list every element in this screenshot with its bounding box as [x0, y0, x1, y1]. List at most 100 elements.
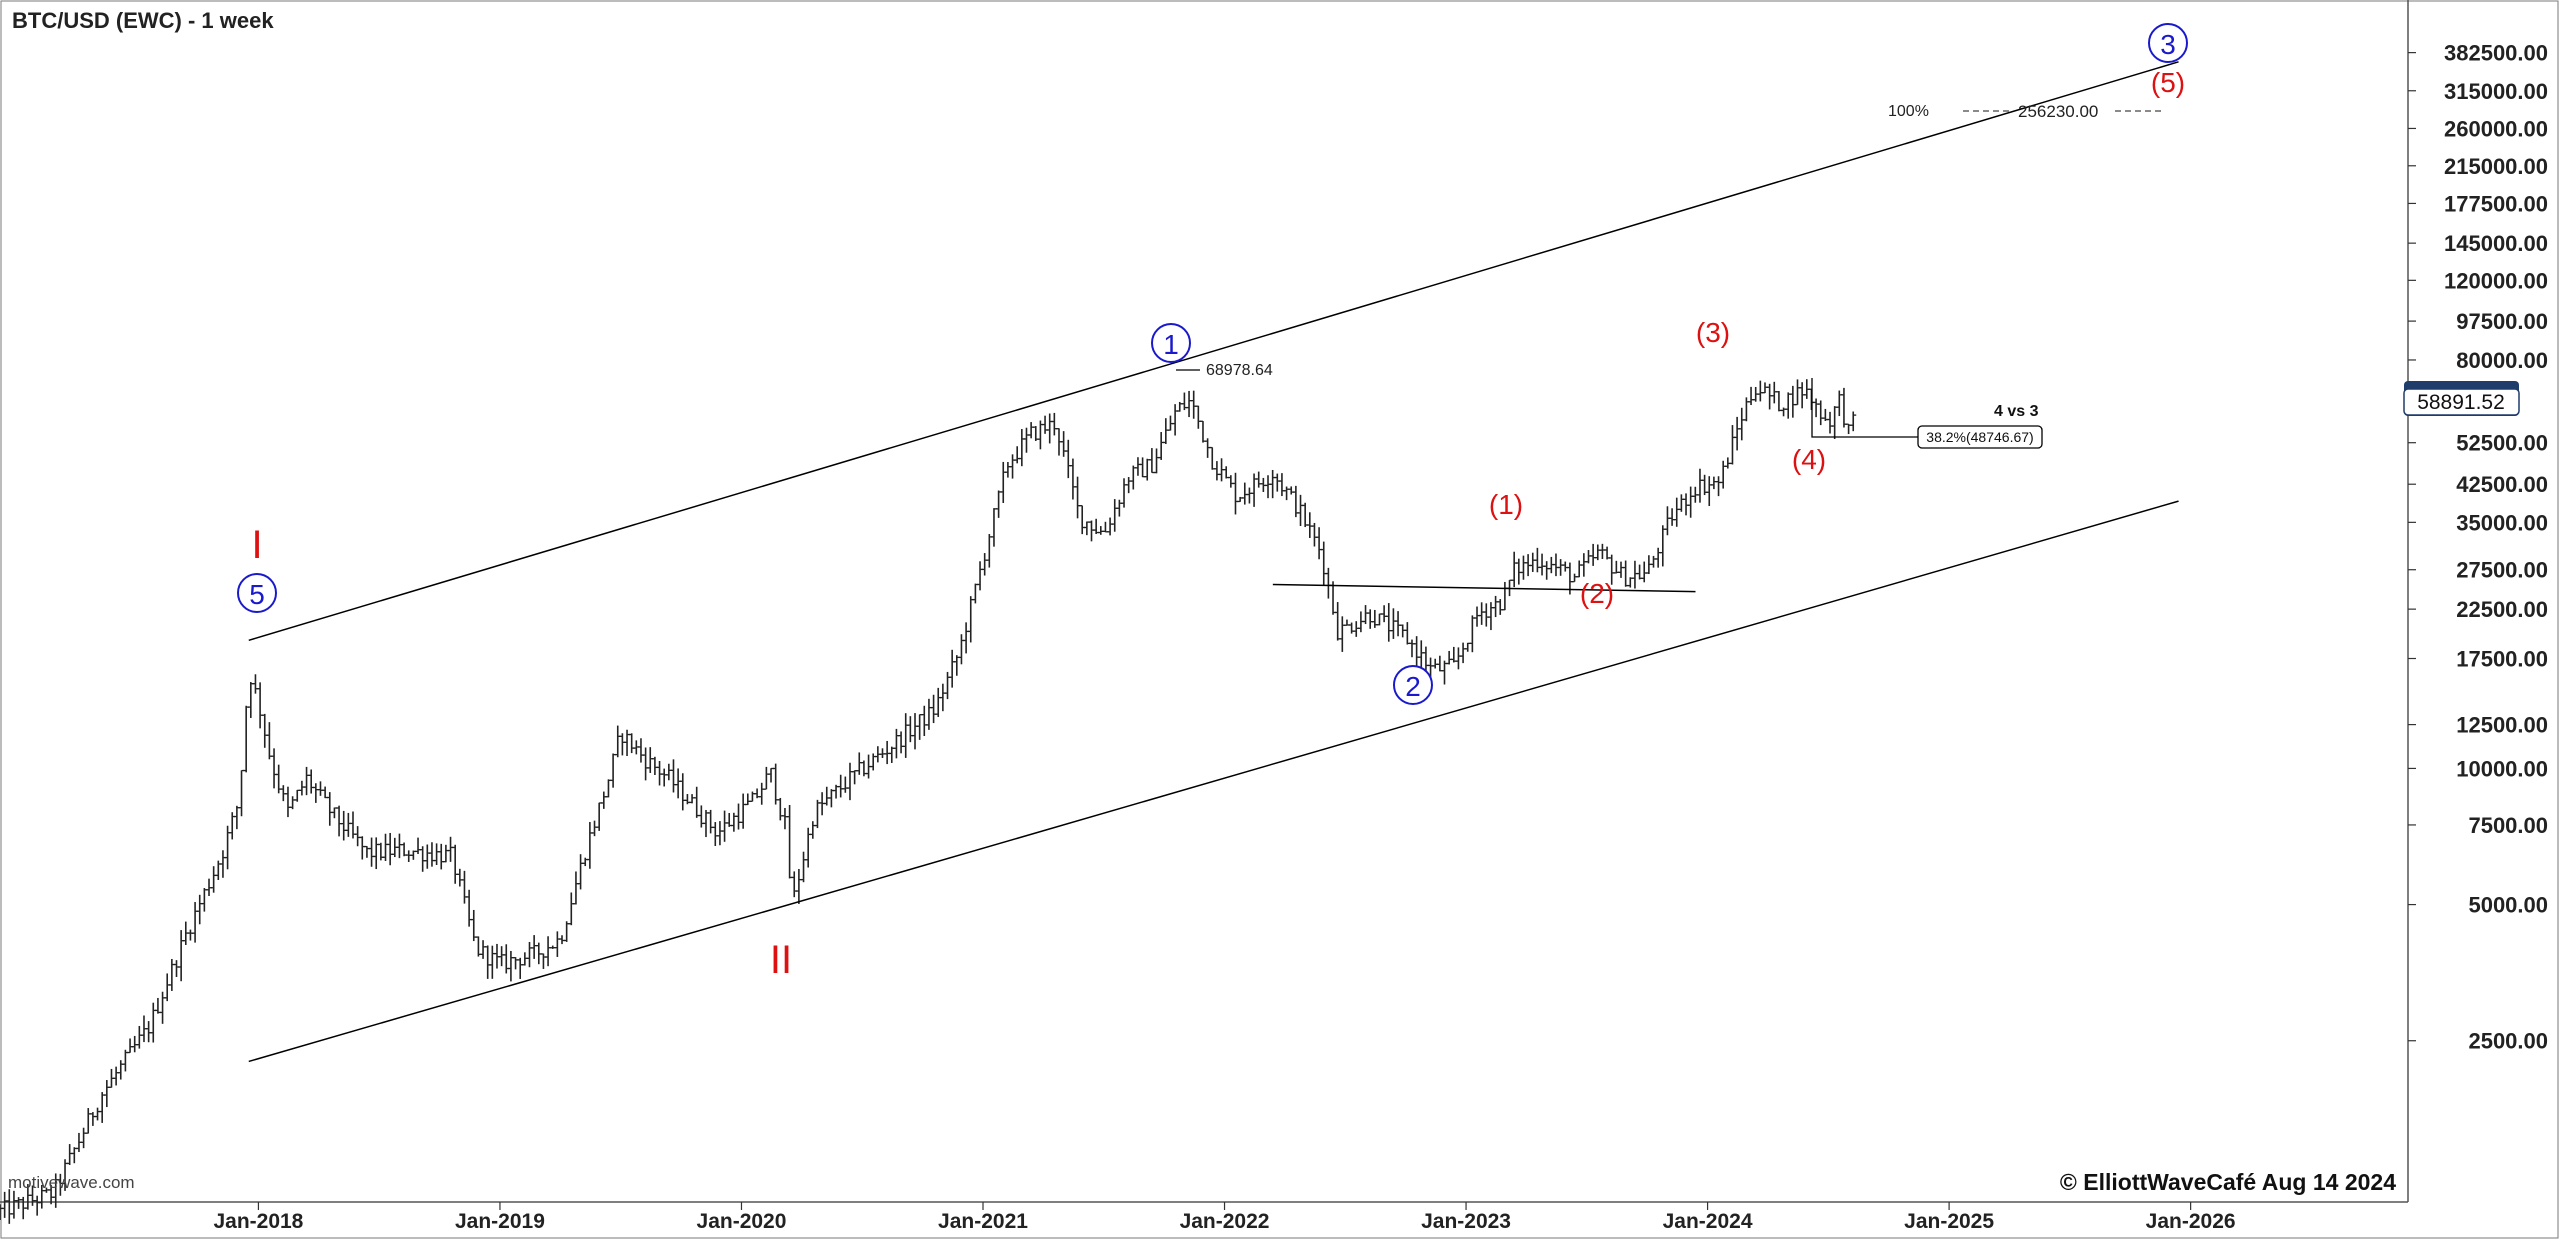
ohlc-bar: [1432, 658, 1439, 669]
ohlc-bar: [1028, 422, 1035, 439]
ohlc-bar: [438, 843, 445, 870]
ohlc-bar: [665, 763, 672, 781]
ohlc-bar: [846, 762, 853, 801]
ohlc-bar: [1381, 605, 1388, 623]
ohlc-bar: [1269, 469, 1276, 499]
ohlc-bar: [66, 1144, 73, 1165]
ohlc-bar: [1195, 405, 1202, 429]
trend-line[interactable]: [248, 61, 2179, 642]
ohlc-bar: [1042, 415, 1049, 434]
ohlc-bar: [261, 713, 268, 748]
ohlc-bar: [1362, 605, 1369, 625]
retracement-box[interactable]: [1917, 425, 2043, 449]
ohlc-bar: [484, 945, 491, 979]
ohlc-bar: [1743, 397, 1750, 422]
ohlc-bar: [1334, 602, 1341, 641]
trend-line[interactable]: [248, 500, 2179, 1063]
ohlc-bar: [1497, 599, 1504, 615]
ohlc-bar: [907, 716, 914, 743]
ohlc-bar: [1678, 494, 1685, 512]
ohlc-bar: [586, 821, 593, 869]
ohlc-bar: [712, 822, 719, 846]
y-tick-label: 215000.00: [2444, 154, 2548, 179]
ohlc-bar: [1576, 560, 1583, 578]
y-tick-label: 145000.00: [2444, 231, 2548, 256]
ohlc-bar: [637, 738, 644, 763]
ohlc-bar: [303, 766, 310, 796]
ohlc-bar: [1785, 392, 1792, 419]
ohlc-bar: [596, 802, 603, 831]
ohlc-bar: [800, 851, 807, 883]
ohlc-bar: [1278, 473, 1285, 497]
wave-circle-3: [2148, 23, 2188, 63]
ohlc-bar: [981, 553, 988, 576]
ohlc-bar: [689, 794, 696, 804]
ohlc-bar: [1441, 660, 1448, 685]
ohlc-bar: [326, 792, 333, 826]
ohlc-bar: [1590, 543, 1597, 566]
ohlc-bar: [442, 844, 449, 863]
ohlc-bar: [1817, 400, 1824, 426]
ohlc-bar: [1436, 655, 1443, 672]
ohlc-bar: [354, 826, 361, 847]
ohlc-bar: [898, 731, 905, 754]
wave-label-paren-1: (1): [1489, 489, 1523, 520]
ohlc-bar: [963, 622, 970, 654]
ohlc-bar: [336, 805, 343, 837]
ohlc-bar: [1464, 642, 1471, 652]
ohlc-bar: [1102, 521, 1109, 533]
ohlc-bar: [1813, 398, 1820, 418]
ohlc-bar: [1306, 512, 1313, 538]
ohlc-bar: [986, 534, 993, 568]
wave-circle-1: [1151, 323, 1191, 363]
ohlc-bar: [554, 931, 561, 957]
ohlc-bar: [619, 733, 626, 756]
ohlc-bar: [605, 779, 612, 798]
ohlc-bar: [461, 870, 468, 904]
trend-line[interactable]: [1272, 583, 1696, 593]
ohlc-bar: [512, 957, 519, 970]
ohlc-bar: [1673, 497, 1680, 527]
retracement-label: 38.2%(48746.67): [1926, 429, 2033, 445]
ohlc-bar: [1009, 454, 1016, 479]
ohlc-bar: [902, 713, 909, 758]
time-axis[interactable]: Jan-2018 Jan-2019 Jan-2020 Jan-2021 Jan-2022…: [213, 1202, 2236, 1233]
ohlc-bar: [1060, 431, 1067, 457]
ohlc-bar: [1696, 468, 1703, 503]
y-tick-label: 315000.00: [2444, 79, 2548, 104]
ohlc-bar: [990, 508, 997, 547]
ohlc-bar: [1385, 603, 1392, 642]
ohlc-bar: [6, 1189, 13, 1224]
y-tick-label: 7500.00: [2468, 813, 2548, 838]
ohlc-bar: [1074, 476, 1081, 519]
ohlc-bar: [670, 759, 677, 793]
y-tick-label: 177500.00: [2444, 191, 2548, 216]
ohlc-bar: [1557, 559, 1564, 576]
ohlc-bar: [284, 786, 291, 818]
ohlc-bar: [707, 809, 714, 834]
ohlc-bar: [651, 756, 658, 775]
ohlc-bar: [1265, 475, 1272, 499]
fib-pct-label: 100%: [1888, 103, 1929, 120]
ohlc-bar: [1302, 502, 1309, 528]
ohlc-bar: [34, 1195, 41, 1216]
ohlc-bar: [1487, 602, 1494, 631]
price-axis[interactable]: 382500.00 315000.00 260000.00 215000.00 1775…: [2408, 41, 2548, 1054]
ohlc-bar: [80, 1127, 87, 1149]
ohlc-bar: [1404, 622, 1411, 645]
ohlc-bar: [1139, 457, 1146, 478]
ohlc-bar: [470, 909, 477, 942]
ohlc-bar: [716, 821, 723, 846]
retracement-title: 4 vs 3: [1994, 403, 2039, 420]
wave-label-II: II: [770, 938, 792, 982]
ohlc-bar: [1450, 646, 1457, 663]
ohlc-bar: [1083, 521, 1090, 536]
ohlc-bar: [1288, 486, 1295, 495]
current-price-badge[interactable]: [2403, 388, 2520, 416]
ohlc-bar: [735, 803, 742, 830]
ohlc-bar: [1213, 461, 1220, 481]
x-tick-label: Jan-2018: [213, 1210, 303, 1233]
ohlc-bar: [559, 935, 566, 945]
ohlc-bar: [1469, 615, 1476, 653]
